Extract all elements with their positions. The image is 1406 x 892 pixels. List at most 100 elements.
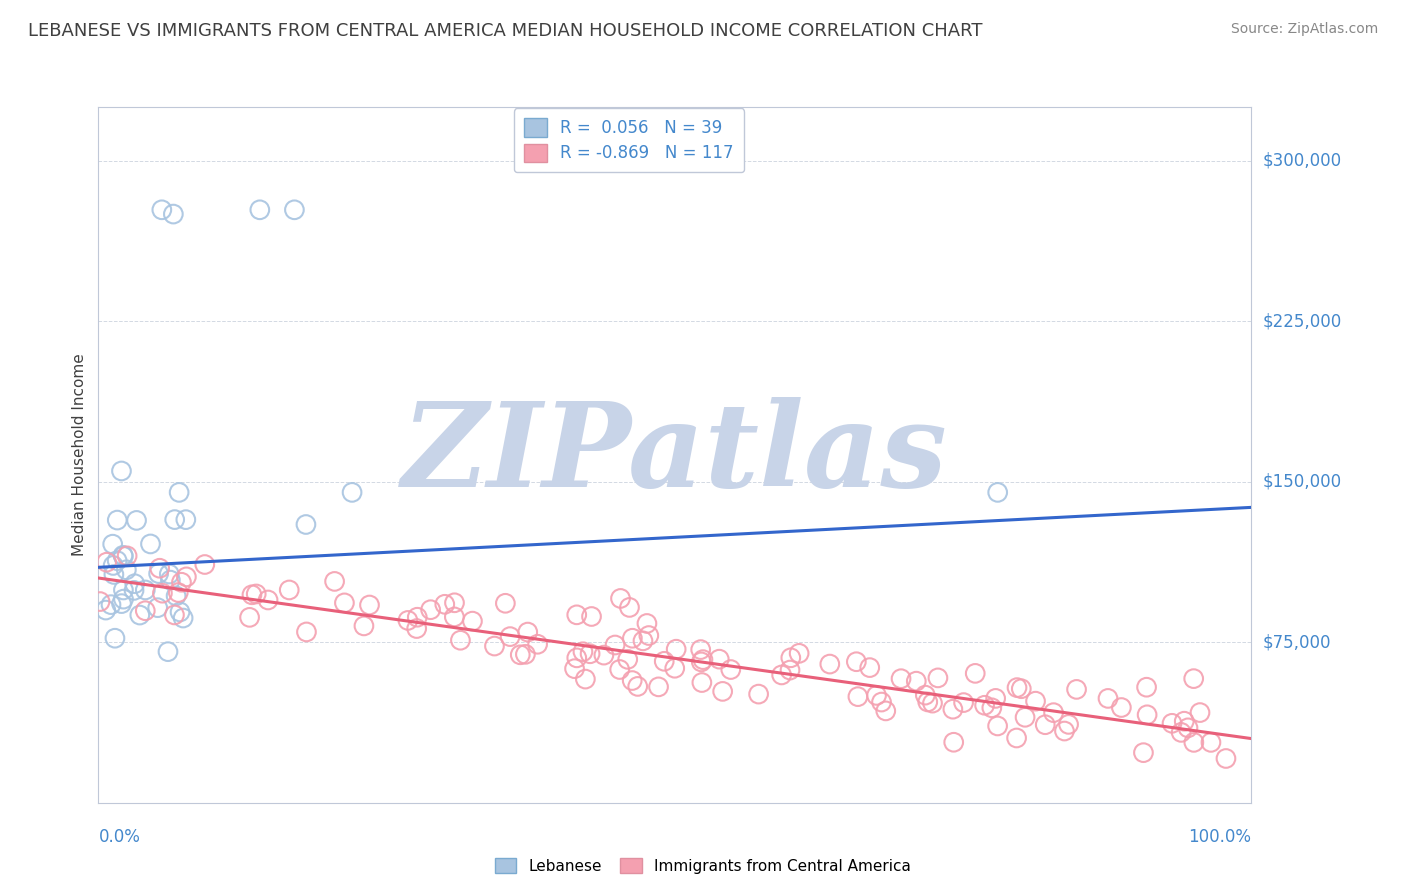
Point bbox=[627, 680, 650, 694]
Point bbox=[1182, 672, 1205, 686]
Point bbox=[720, 663, 742, 677]
Point bbox=[419, 603, 441, 617]
Point bbox=[609, 591, 631, 606]
Point bbox=[115, 549, 138, 563]
Point bbox=[257, 593, 280, 607]
Point bbox=[565, 607, 588, 622]
Point bbox=[323, 574, 346, 589]
Point bbox=[652, 654, 675, 668]
Point bbox=[146, 600, 169, 615]
Point bbox=[1111, 700, 1133, 714]
Point bbox=[283, 202, 305, 217]
Point bbox=[94, 603, 117, 617]
Point bbox=[818, 657, 841, 671]
Point bbox=[240, 588, 263, 602]
Point bbox=[1177, 721, 1199, 735]
Point bbox=[149, 561, 172, 575]
Point bbox=[484, 639, 506, 653]
Point bbox=[592, 648, 614, 662]
Point bbox=[637, 628, 659, 642]
Point bbox=[779, 663, 801, 677]
Text: 0.0%: 0.0% bbox=[98, 828, 141, 846]
Point bbox=[515, 648, 537, 662]
Point bbox=[165, 589, 187, 603]
Point bbox=[636, 616, 658, 631]
Y-axis label: Median Household Income: Median Household Income bbox=[72, 353, 87, 557]
Point bbox=[1173, 714, 1195, 729]
Point bbox=[845, 655, 868, 669]
Point bbox=[333, 596, 356, 610]
Point bbox=[1135, 680, 1157, 694]
Point bbox=[942, 702, 965, 716]
Point bbox=[105, 513, 128, 527]
Point bbox=[128, 608, 150, 623]
Point bbox=[89, 594, 111, 608]
Point bbox=[1005, 731, 1028, 745]
Point bbox=[609, 663, 631, 677]
Point bbox=[973, 698, 995, 713]
Point bbox=[846, 690, 869, 704]
Legend: Lebanese, Immigrants from Central America: Lebanese, Immigrants from Central Americ… bbox=[489, 852, 917, 880]
Point bbox=[905, 674, 928, 689]
Point bbox=[1215, 751, 1237, 765]
Point bbox=[150, 202, 173, 217]
Point bbox=[112, 582, 135, 597]
Point bbox=[621, 632, 644, 646]
Point bbox=[494, 596, 516, 610]
Point bbox=[917, 695, 939, 709]
Point bbox=[139, 537, 162, 551]
Point bbox=[665, 642, 688, 657]
Point bbox=[163, 512, 186, 526]
Point bbox=[170, 575, 193, 590]
Point bbox=[159, 573, 181, 587]
Point bbox=[619, 600, 641, 615]
Point bbox=[581, 609, 603, 624]
Point bbox=[169, 605, 191, 619]
Point bbox=[942, 735, 965, 749]
Point bbox=[163, 607, 186, 622]
Point bbox=[353, 619, 375, 633]
Point bbox=[499, 630, 522, 644]
Point bbox=[572, 645, 595, 659]
Text: LEBANESE VS IMMIGRANTS FROM CENTRAL AMERICA MEDIAN HOUSEHOLD INCOME CORRELATION : LEBANESE VS IMMIGRANTS FROM CENTRAL AMER… bbox=[28, 22, 983, 40]
Text: 100.0%: 100.0% bbox=[1188, 828, 1251, 846]
Point bbox=[1188, 706, 1211, 720]
Point bbox=[779, 650, 801, 665]
Point bbox=[1132, 746, 1154, 760]
Point bbox=[509, 648, 531, 662]
Point bbox=[112, 549, 135, 564]
Point bbox=[110, 597, 132, 611]
Point bbox=[249, 202, 271, 217]
Point bbox=[162, 207, 184, 221]
Point bbox=[295, 517, 318, 532]
Point bbox=[115, 563, 138, 577]
Point bbox=[105, 554, 128, 568]
Point bbox=[984, 691, 1007, 706]
Point bbox=[526, 637, 548, 651]
Point bbox=[621, 673, 644, 688]
Point bbox=[921, 696, 943, 710]
Point bbox=[1066, 682, 1088, 697]
Point bbox=[405, 622, 427, 636]
Point bbox=[134, 582, 156, 597]
Point bbox=[443, 610, 465, 624]
Point bbox=[1170, 725, 1192, 739]
Point bbox=[690, 655, 713, 669]
Point bbox=[690, 675, 713, 690]
Point bbox=[112, 549, 135, 563]
Point bbox=[112, 592, 135, 607]
Legend: R =  0.056   N = 39, R = -0.869   N = 117: R = 0.056 N = 39, R = -0.869 N = 117 bbox=[513, 109, 744, 172]
Text: $300,000: $300,000 bbox=[1263, 152, 1341, 169]
Point bbox=[110, 464, 132, 478]
Point bbox=[101, 537, 124, 551]
Point bbox=[125, 513, 148, 527]
Point bbox=[987, 485, 1010, 500]
Point bbox=[96, 555, 118, 569]
Text: $75,000: $75,000 bbox=[1263, 633, 1331, 651]
Text: $225,000: $225,000 bbox=[1263, 312, 1341, 330]
Point bbox=[172, 611, 194, 625]
Point bbox=[174, 513, 197, 527]
Point bbox=[770, 668, 793, 682]
Point bbox=[101, 558, 124, 573]
Point bbox=[134, 604, 156, 618]
